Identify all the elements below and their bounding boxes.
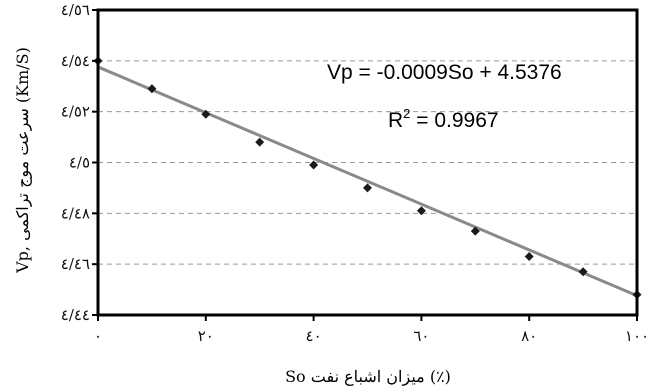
x-tick-label: ۰ — [94, 327, 102, 345]
x-tick-label: ٦۰ — [413, 327, 429, 345]
equation-label: Vp = -0.0009So + 4.5376 — [327, 61, 562, 84]
r-squared-symbol: R — [388, 109, 403, 132]
r-squared-label: R2 = 0.9967 — [388, 106, 499, 132]
data-point-marker — [147, 84, 157, 94]
x-tick-label: ۸۰ — [521, 327, 537, 345]
y-tick-label: ٤/٤٦ — [61, 255, 90, 273]
data-point-marker — [524, 252, 534, 262]
y-axis-title: (Km/S) سرعت موج تراکمی ,Vp — [13, 47, 32, 274]
data-point-marker — [470, 226, 480, 236]
x-axis-title: (٪) میزان اشباع نفت So — [285, 367, 451, 386]
trendline-group — [97, 65, 638, 298]
data-point-marker — [255, 137, 265, 147]
x-tick-label: ٤۰ — [306, 327, 322, 345]
data-point-marker — [578, 267, 588, 277]
data-point-marker — [309, 160, 319, 170]
y-tick-label: ٤/٤٤ — [61, 306, 90, 324]
x-tick-label: ۲۰ — [198, 327, 214, 345]
y-tick-labels: ٤/٤٤ ٤/٤٦ ٤/٤٨ ٤/٥ ٤/٥٢ ٤/٥٤ ٤/٥٦ — [61, 1, 98, 324]
data-point-marker — [201, 109, 211, 119]
trendline — [97, 65, 638, 298]
y-tick-label: ٤/٥٢ — [61, 103, 90, 121]
y-tick-label: ٤/٥٤ — [61, 52, 90, 70]
plot-frame — [96, 8, 639, 317]
r-squared-value: = 0.9967 — [410, 109, 498, 132]
x-tick-labels: ۰ ۲۰ ٤۰ ٦۰ ۸۰ ۱۰۰ — [94, 315, 649, 345]
y-tick-label: ٤/٥ — [69, 154, 90, 172]
r-squared-superscript: 2 — [403, 106, 410, 121]
x-tick-label: ۱۰۰ — [625, 327, 649, 345]
data-point-marker — [416, 206, 426, 216]
data-points — [93, 56, 642, 300]
gridlines — [98, 60, 637, 265]
data-point-marker — [363, 183, 372, 193]
y-tick-label: ٤/٥٦ — [61, 1, 90, 19]
y-tick-label: ٤/٤٨ — [61, 204, 90, 222]
